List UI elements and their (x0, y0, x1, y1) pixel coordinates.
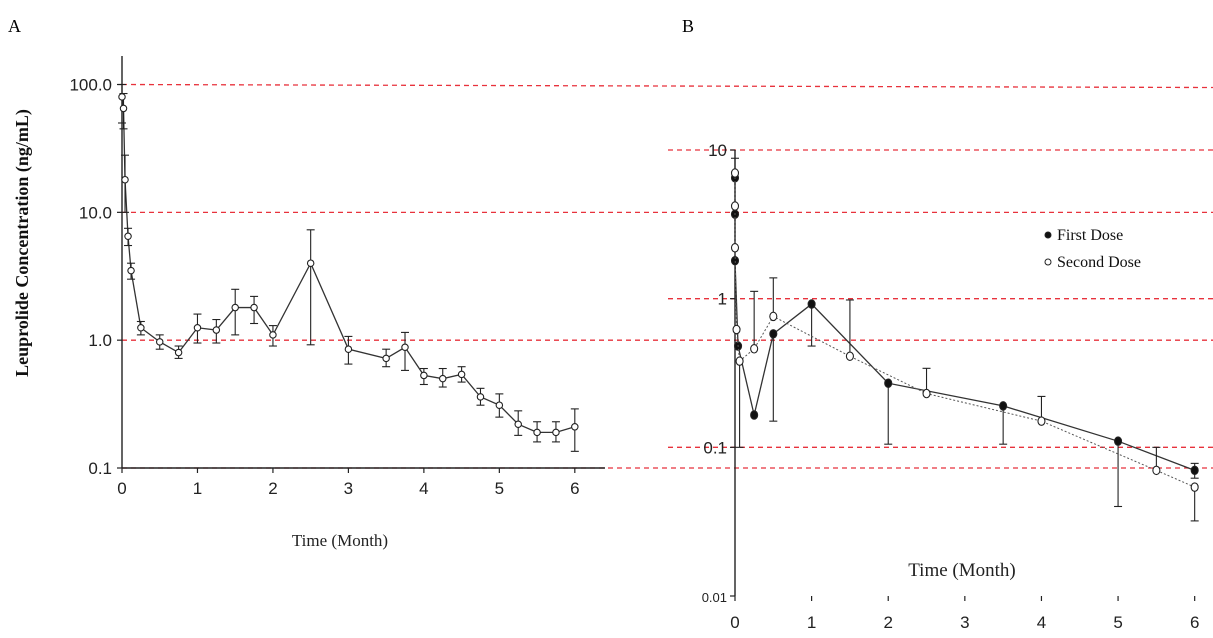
chart-a-series-1-point (344, 345, 353, 353)
chart-b-series-2-point (922, 388, 931, 399)
chart-a-series-1-point (476, 393, 485, 401)
chart-b-legend: First Dose Second Dose (1044, 227, 1141, 271)
chart-a-y-axis-label: Leuprolide Concentration (ng/mL) (12, 109, 33, 377)
chart-a-x-tick-label: 1 (193, 479, 202, 498)
chart-b-series-1-point (999, 401, 1008, 411)
chart-a-series-1-point (137, 324, 145, 332)
chart-b-x-tick-label: 4 (1037, 613, 1046, 632)
chart-b-series-2-point (732, 324, 741, 335)
chart-b-legend-label: Second Dose (1057, 254, 1141, 271)
chart-a-x-tick-label: 2 (268, 479, 277, 498)
chart-b-series-1-point (730, 255, 740, 266)
chart-a: 0.1 1.0 10.0 100.0 0 1 2 3 4 5 6 Time (Month) Leupro… (12, 56, 1213, 550)
chart-a-series-1-point (382, 354, 390, 363)
chart-a-series-1-point (193, 324, 202, 332)
chart-a-series-1-point (269, 331, 277, 339)
chart-b-x-tick-label: 3 (960, 613, 969, 632)
chart-b-legend-marker (1044, 258, 1052, 266)
chart-a-series-1-point (571, 423, 579, 431)
chart-b-series-2-point (769, 311, 778, 322)
chart-a-x-tick-label: 0 (117, 479, 126, 498)
chart-a-series-1-point (119, 104, 128, 113)
chart-b-series-1-point (884, 378, 893, 388)
chart-a-series-1-point (124, 232, 132, 241)
chart-b-series-2-point (730, 201, 740, 211)
chart-b-series-1-point (750, 410, 759, 420)
chart-a-series-1-point (457, 370, 466, 379)
chart-b-series-2-point (1152, 465, 1161, 476)
chart-a-series-1-point (212, 326, 221, 334)
chart-a-series-1-point (420, 371, 428, 380)
chart-a-y-tick-label: 0.1 (88, 459, 112, 478)
chart-b-y-tick-label: 10 (708, 141, 727, 160)
chart-a-series-1-point (495, 401, 504, 409)
chart-a-series-1-point (306, 259, 315, 267)
chart-a-series-1-point (231, 303, 239, 312)
panel-label-b: B (682, 16, 694, 36)
chart-b-series-2-point (845, 351, 854, 361)
chart-b-x-tick-label: 2 (883, 613, 892, 632)
chart-b-y-tick-label: 0.01 (702, 590, 727, 605)
chart-b-legend-label: First Dose (1057, 227, 1123, 244)
chart-b-y-tick-label: 0.1 (703, 438, 727, 457)
chart-a-x-tick-label: 4 (419, 479, 428, 498)
chart-b-series-1-point (1114, 436, 1123, 446)
chart-a-x-tick-label: 3 (344, 479, 353, 498)
chart-b-series-1-point (769, 329, 778, 339)
chart-b-series-2-point (1037, 416, 1046, 426)
chart-a-x-axis-label: Time (Month) (292, 531, 388, 550)
chart-b-x-tick-label: 1 (807, 613, 816, 632)
chart-a-series-1-point (250, 303, 258, 312)
chart-b-series-1-line (734, 177, 1195, 471)
chart-b-x-axis-label: Time (Month) (908, 560, 1016, 581)
chart-a-x-tick-label: 5 (495, 479, 504, 498)
chart-b-series-2-point (735, 356, 744, 366)
chart-a-series-1-point (155, 338, 164, 346)
chart-a-series-1-point (174, 348, 183, 357)
chart-a-series-1-point (438, 374, 447, 383)
chart-b-x-tick-label: 6 (1190, 613, 1199, 632)
chart-a-series-1-point (401, 343, 409, 352)
chart-b-series-2-point (1190, 482, 1199, 492)
chart-b-y-tick-label: 1 (718, 290, 727, 309)
chart-a-series-1-point (118, 93, 126, 101)
chart-b-series-2-line (734, 173, 1195, 488)
chart-a-series-1-point (533, 428, 541, 437)
chart-b-series-1-point (1190, 465, 1199, 476)
chart-b-legend-marker (1044, 231, 1052, 239)
chart-a-y-tick-label: 100.0 (69, 76, 112, 95)
chart-a-series-1-line (121, 96, 575, 434)
chart-b-x-tick-label: 0 (730, 613, 739, 632)
chart-b-series-2-point (730, 243, 740, 253)
chart-b-series-1-point (807, 299, 816, 309)
chart-a-y-tick-label: 10.0 (79, 203, 112, 222)
chart-a-reference-line (121, 83, 1213, 89)
chart-a-y-tick-label: 1.0 (88, 331, 112, 350)
chart-a-series-1-point (121, 175, 129, 184)
chart-b-x-tick-label: 5 (1113, 613, 1122, 632)
chart-a-series-1-point (127, 266, 135, 275)
chart-b-series-2-point (750, 344, 759, 354)
chart-b-series-2-point (730, 168, 740, 178)
panel-label-a: A (8, 16, 21, 36)
chart-b: 0.01 0.1 1 10 0 1 2 3 4 5 6 Time (Month) First Dose S… (668, 141, 1213, 632)
chart-a-x-tick-label: 6 (570, 479, 579, 498)
chart-a-series-1-point (552, 428, 560, 437)
chart-a-series-1-point (514, 420, 522, 428)
